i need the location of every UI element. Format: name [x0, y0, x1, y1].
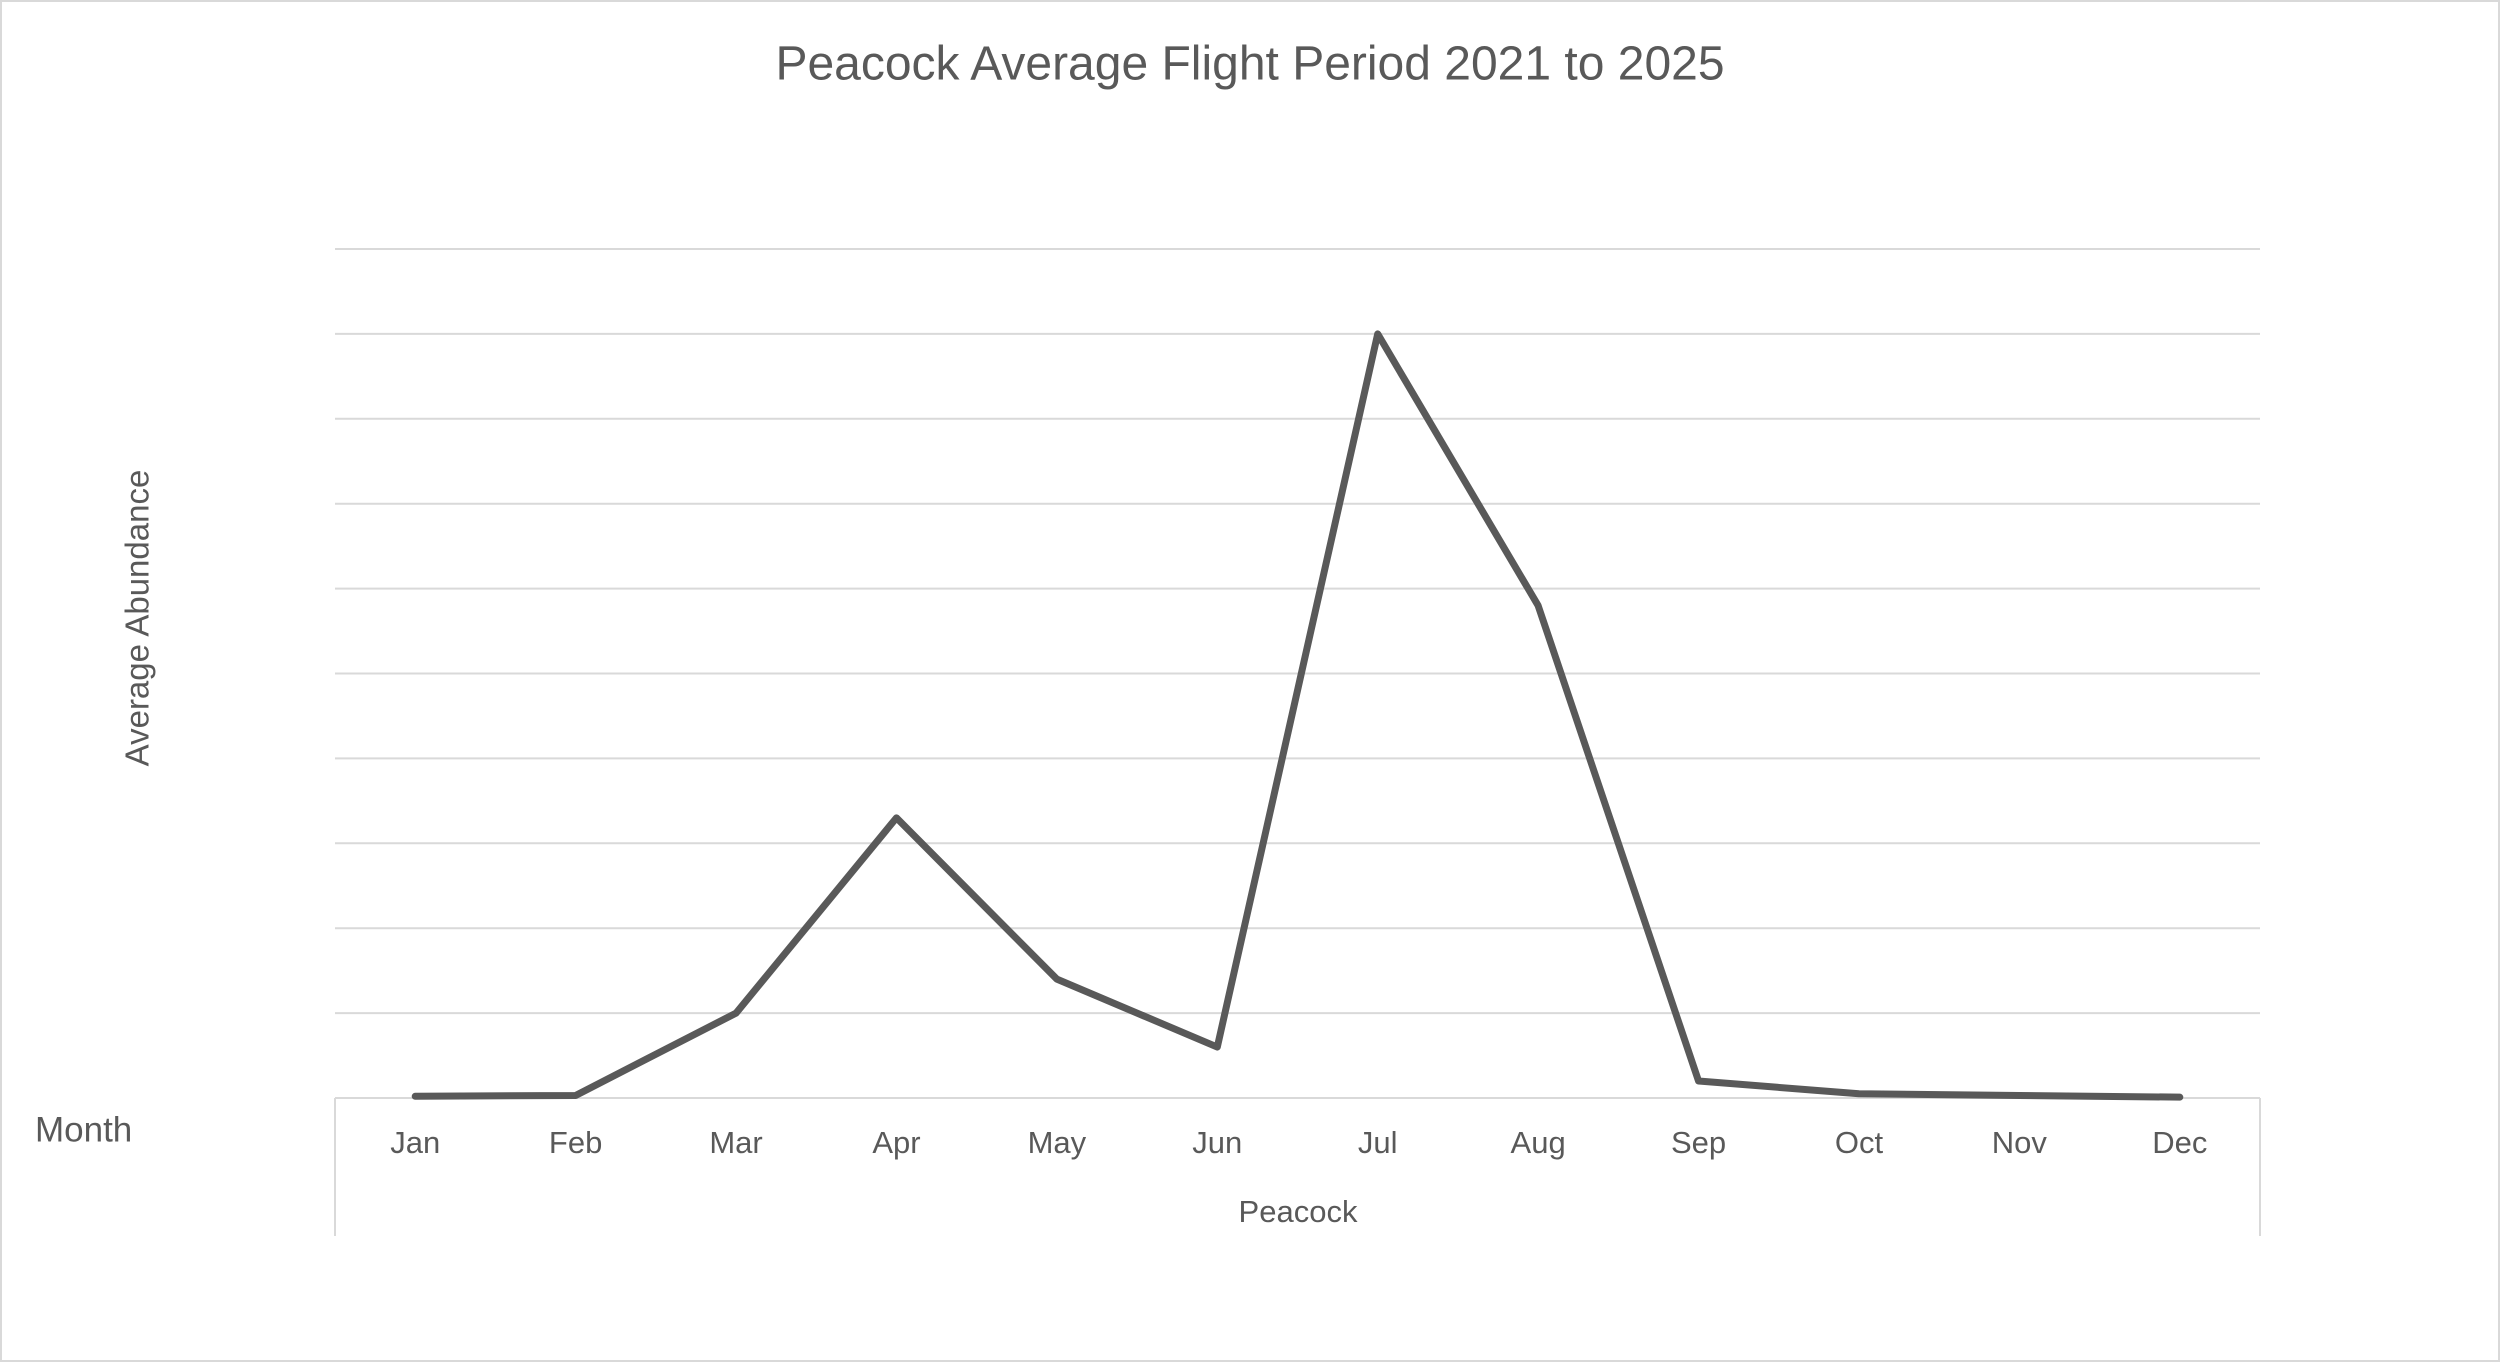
x-tick-label: Nov	[1992, 1125, 2048, 1160]
x-tick-label: Mar	[709, 1125, 762, 1160]
chart-title: Peacock Average Flight Period 2021 to 20…	[775, 38, 1724, 91]
category-header: Month	[35, 1110, 132, 1149]
x-tick-label: Jul	[1358, 1125, 1398, 1160]
x-tick-label: Dec	[2152, 1125, 2207, 1160]
x-axis-label: Peacock	[1239, 1194, 1358, 1229]
x-tick-label: Oct	[1835, 1125, 1884, 1160]
x-tick-label: Apr	[872, 1125, 920, 1160]
x-tick-label: Sep	[1671, 1125, 1726, 1160]
x-tick-label: Feb	[549, 1125, 602, 1160]
line-series	[411, 330, 2184, 1101]
x-tick-label: Jan	[390, 1125, 440, 1160]
x-tick-label: May	[1028, 1125, 1087, 1160]
x-tick-label: Aug	[1511, 1125, 1566, 1160]
x-tick-label: Jun	[1192, 1125, 1242, 1160]
y-axis-label: Average Abundance	[119, 470, 156, 767]
